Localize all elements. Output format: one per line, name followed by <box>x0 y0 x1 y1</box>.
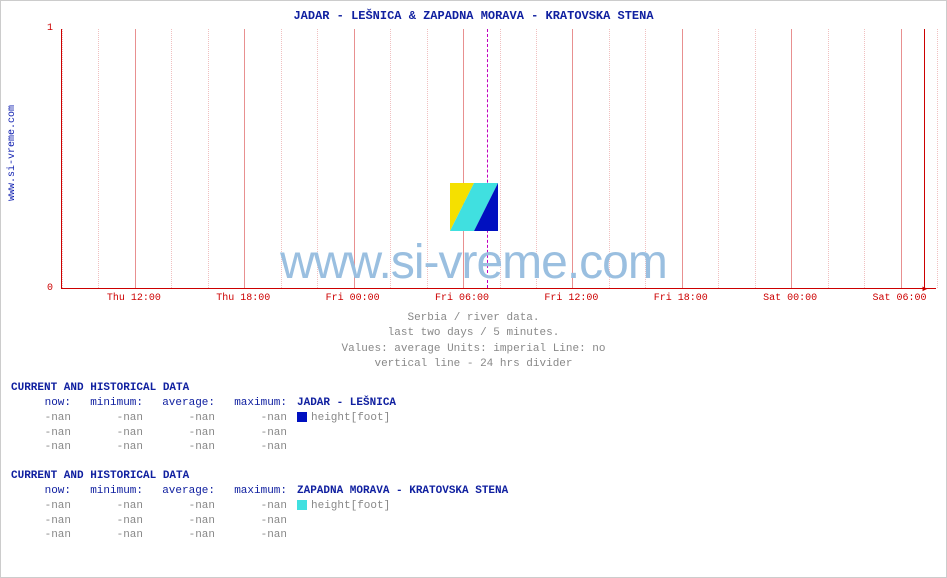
caption-line: Serbia / river data. <box>1 311 946 326</box>
grid-minor <box>208 29 209 288</box>
chart-plot-area <box>61 29 936 289</box>
data-block: CURRENT AND HISTORICAL DATAnow:minimum:a… <box>11 469 508 543</box>
grid-minor <box>645 29 646 288</box>
grid-minor <box>390 29 391 288</box>
grid-minor <box>828 29 829 288</box>
grid-major <box>354 29 355 288</box>
series-label: height[foot] <box>311 412 390 424</box>
grid-minor <box>171 29 172 288</box>
grid-minor <box>609 29 610 288</box>
block-title: CURRENT AND HISTORICAL DATA <box>11 469 508 484</box>
table-row: -nan-nan-nan-nan <box>11 426 396 441</box>
xtick-label: Thu 12:00 <box>107 293 161 304</box>
grid-minor <box>937 29 938 288</box>
ytick-label: 0 <box>47 283 53 294</box>
series-swatch <box>297 412 307 422</box>
grid-major <box>572 29 573 288</box>
xtick-label: Thu 18:00 <box>216 293 270 304</box>
grid-major <box>463 29 464 288</box>
station-name: JADAR - LEŠNICA <box>297 397 396 409</box>
caption-line: last two days / 5 minutes. <box>1 326 946 341</box>
xtick-label: Fri 12:00 <box>544 293 598 304</box>
series-swatch <box>297 500 307 510</box>
source-label: www.si-vreme.com <box>7 105 18 201</box>
grid-minor <box>98 29 99 288</box>
grid-minor <box>500 29 501 288</box>
block-title: CURRENT AND HISTORICAL DATA <box>11 381 396 396</box>
caption-line: vertical line - 24 hrs divider <box>1 357 946 372</box>
grid-minor <box>718 29 719 288</box>
grid-major <box>901 29 902 288</box>
grid-major <box>135 29 136 288</box>
xtick-label: Sat 00:00 <box>763 293 817 304</box>
now-marker <box>924 29 925 288</box>
chart-title: JADAR - LEŠNICA & ZAPADNA MORAVA - KRATO… <box>1 9 946 23</box>
station-name: ZAPADNA MORAVA - KRATOVSKA STENA <box>297 485 508 497</box>
table-row: -nan-nan-nan-nan <box>11 440 396 455</box>
ytick-label: 1 <box>47 23 53 34</box>
xtick-label: Sat 06:00 <box>873 293 927 304</box>
xtick-label: Fri 00:00 <box>326 293 380 304</box>
grid-major <box>791 29 792 288</box>
table-header: now:minimum:average:maximum:JADAR - LEŠN… <box>11 396 396 411</box>
data-block: CURRENT AND HISTORICAL DATAnow:minimum:a… <box>11 381 396 455</box>
grid-minor <box>281 29 282 288</box>
24hr-divider <box>487 29 488 288</box>
table-row: -nan-nan-nan-nan <box>11 514 508 529</box>
grid-minor <box>427 29 428 288</box>
grid-major <box>682 29 683 288</box>
grid-minor <box>62 29 63 288</box>
grid-minor <box>317 29 318 288</box>
grid-minor <box>755 29 756 288</box>
arrow-icon: ▸ <box>921 281 928 296</box>
series-label: height[foot] <box>311 500 390 512</box>
grid-minor <box>864 29 865 288</box>
xtick-label: Fri 18:00 <box>654 293 708 304</box>
grid-minor <box>536 29 537 288</box>
xtick-label: Fri 06:00 <box>435 293 489 304</box>
table-header: now:minimum:average:maximum:ZAPADNA MORA… <box>11 484 508 499</box>
grid-major <box>244 29 245 288</box>
chart-caption: Serbia / river data. last two days / 5 m… <box>1 311 946 373</box>
table-row: -nan-nan-nan-nan <box>11 528 508 543</box>
caption-line: Values: average Units: imperial Line: no <box>1 342 946 357</box>
table-row: -nan-nan-nan-nanheight[foot] <box>11 499 508 514</box>
table-row: -nan-nan-nan-nanheight[foot] <box>11 411 396 426</box>
